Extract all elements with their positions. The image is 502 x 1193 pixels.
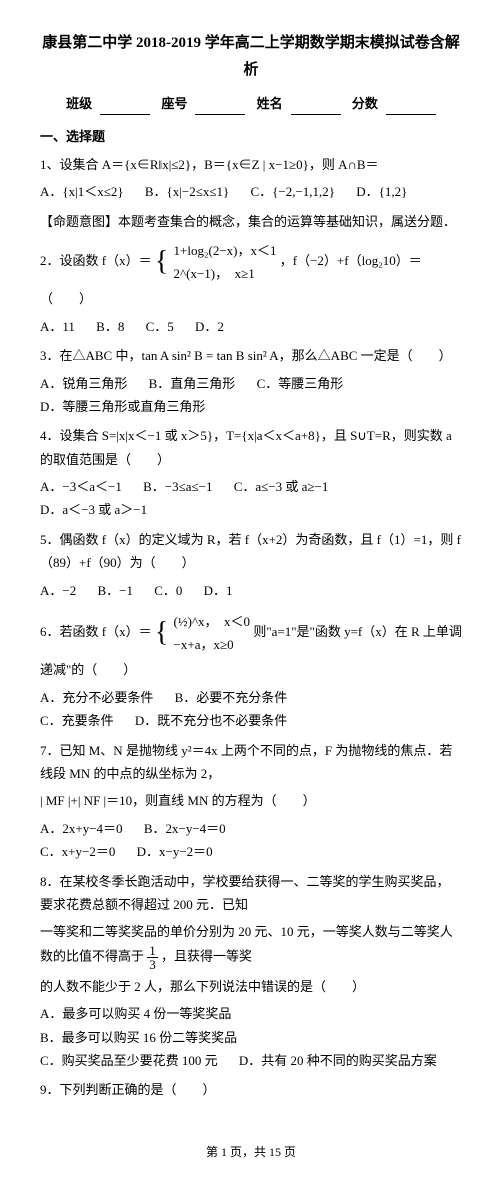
q6-opt-a[interactable]: A．充分不必要条件 [40, 686, 153, 709]
q2-case2: 2^(x−1)， x≥1 [174, 262, 277, 285]
q7-stem2: | MF |+| NF |＝10，则直线 MN 的方程为（ ） [40, 789, 462, 812]
q5-options: A．−2 B．−1 C．0 D．1 [40, 579, 462, 602]
q4-opt-a[interactable]: A．−3＜a＜−1 [40, 475, 122, 498]
q2-opt-d[interactable]: D．2 [195, 315, 224, 338]
q1-note: 【命题意图】本题考查集合的概念，集合的运算等基础知识，属送分题． [40, 210, 462, 233]
q6-opt-d[interactable]: D．既不充分也不必要条件 [135, 709, 287, 732]
q7-opt-c[interactable]: C．x+y−2＝0 [40, 840, 115, 863]
q9-stem: 9．下列判断正确的是（ ） [40, 1078, 462, 1101]
q8-stem1: 8．在某校冬季长跑活动中，学校要给获得一、二等奖的学生购买奖品，要求花费总额不得… [40, 870, 462, 917]
q6-case1: (½)^x， x＜0 [174, 610, 251, 633]
fraction: 1 3 [147, 944, 158, 971]
name-blank[interactable] [291, 100, 341, 115]
score-blank[interactable] [386, 100, 436, 115]
q2-opt-c[interactable]: C．5 [146, 315, 174, 338]
q3-opt-d[interactable]: D．等腰三角形或直角三角形 [40, 395, 205, 418]
q4-opt-c[interactable]: C．a≤−3 或 a≥−1 [234, 475, 329, 498]
q5-opt-c[interactable]: C．0 [154, 579, 182, 602]
q8-opt-c[interactable]: C．购买奖品至少要花费 100 元 [40, 1049, 218, 1072]
class-blank[interactable] [100, 100, 150, 115]
q7-opt-b[interactable]: B．2x−y−4＝0 [144, 817, 226, 840]
q5-stem: 5．偶函数 f（x）的定义域为 R，若 f（x+2）为奇函数，且 f（1）=1，… [40, 528, 462, 575]
q5-opt-a[interactable]: A．−2 [40, 579, 76, 602]
q4-stem: 4．设集合 S=|x|x＜−1 或 x＞5}，T={x|a＜x＜a+8}，且 S… [40, 424, 462, 471]
q3-stem: 3．在△ABC 中，tan A sin² B = tan B sin² A，那么… [40, 344, 462, 367]
header-row: 班级 座号 姓名 分数 [40, 92, 462, 115]
q3-opt-c[interactable]: C．等腰三角形 [257, 372, 344, 395]
q6-stem: 6．若函数 f（x）＝ [40, 624, 152, 639]
q1-options: A．{x|1＜x≤2} B．{x|−2≤x≤1} C．{−2,−1,1,2} D… [40, 180, 462, 203]
q7-options: A．2x+y−4＝0 B．2x−y−4＝0 C．x+y−2＝0 D．x−y−2＝… [40, 817, 462, 864]
q1-opt-b[interactable]: B．{x|−2≤x≤1} [145, 180, 229, 203]
q8-stem4: 的人数不能少于 2 人，那么下列说法中错误的是（ ） [40, 975, 462, 998]
seat-blank[interactable] [195, 100, 245, 115]
q3-opt-a[interactable]: A．锐角三角形 [40, 372, 127, 395]
class-label: 班级 [66, 92, 92, 115]
q4-opt-b[interactable]: B．−3≤a≤−1 [143, 475, 212, 498]
q6-opt-b[interactable]: B．必要不充分条件 [175, 686, 288, 709]
q6-options: A．充分不必要条件 B．必要不充分条件 C．充要条件 D．既不充分也不必要条件 [40, 686, 462, 733]
q8-opt-a[interactable]: A．最多可以购买 4 份一等奖奖品 [40, 1002, 231, 1025]
q5-opt-d[interactable]: D．1 [204, 579, 233, 602]
q8-stem3: ，且获得一等奖 [161, 948, 252, 963]
brace-icon: { [155, 237, 168, 287]
q8-opt-b[interactable]: B．最多可以购买 16 份二等奖奖品 [40, 1026, 237, 1049]
q3-options: A．锐角三角形 B．直角三角形 C．等腰三角形 D．等腰三角形或直角三角形 [40, 372, 462, 419]
q7-opt-a[interactable]: A．2x+y−4＝0 [40, 817, 123, 840]
q8-options: A．最多可以购买 4 份一等奖奖品 B．最多可以购买 16 份二等奖奖品 C．购… [40, 1002, 462, 1072]
q2-opt-a[interactable]: A．11 [40, 315, 75, 338]
q2-options: A．11 B．8 C．5 D．2 [40, 315, 462, 338]
q2-stem: 2．设函数 f（x）＝ [40, 253, 152, 268]
q6: 6．若函数 f（x）＝ { (½)^x， x＜0 −x+a，x≥0 则"a=1"… [40, 608, 462, 682]
q4-opt-d[interactable]: D．a＜−3 或 a＞−1 [40, 498, 147, 521]
q2-opt-b[interactable]: B．8 [96, 315, 124, 338]
frac-num: 1 [147, 944, 158, 958]
q8-stem2-line: 一等奖和二等奖奖品的单价分别为 20 元、10 元，一等奖人数与二等奖人数的比值… [40, 920, 462, 970]
brace-icon: { [155, 608, 168, 658]
q4-options: A．−3＜a＜−1 B．−3≤a≤−1 C．a≤−3 或 a≥−1 D．a＜−3… [40, 475, 462, 522]
q6-case2: −x+a，x≥0 [174, 633, 251, 656]
page-footer: 第 1 页，共 15 页 [40, 1142, 462, 1164]
name-label: 姓名 [257, 92, 283, 115]
exam-title: 康县第二中学 2018-2019 学年高二上学期数学期末模拟试卷含解析 [40, 30, 462, 84]
q1-opt-a[interactable]: A．{x|1＜x≤2} [40, 180, 124, 203]
q8-opt-d[interactable]: D．共有 20 种不同的购买奖品方案 [239, 1049, 437, 1072]
q7-stem1: 7．已知 M、N 是抛物线 y²＝4x 上两个不同的点，F 为抛物线的焦点．若线… [40, 739, 462, 786]
q2: 2．设函数 f（x）＝ { 1+log₂(2−x)，x＜1 2^(x−1)， x… [40, 237, 462, 311]
q1-stem: 1、设集合 A＝{x∈R‖x|≤2}，B＝{x∈Z | x−1≥0}，则 A∩B… [40, 153, 462, 176]
q1-opt-c[interactable]: C．{−2,−1,1,2} [250, 180, 335, 203]
q3-opt-b[interactable]: B．直角三角形 [149, 372, 236, 395]
q5-opt-b[interactable]: B．−1 [97, 579, 133, 602]
q6-opt-c[interactable]: C．充要条件 [40, 709, 114, 732]
q1-opt-d[interactable]: D．{1,2} [356, 180, 407, 203]
frac-den: 3 [147, 958, 158, 971]
q2-case1: 1+log₂(2−x)，x＜1 [174, 239, 277, 262]
section-1-heading: 一、选择题 [40, 125, 462, 148]
q7-opt-d[interactable]: D．x−y−2＝0 [137, 840, 213, 863]
score-label: 分数 [352, 92, 378, 115]
seat-label: 座号 [161, 92, 187, 115]
